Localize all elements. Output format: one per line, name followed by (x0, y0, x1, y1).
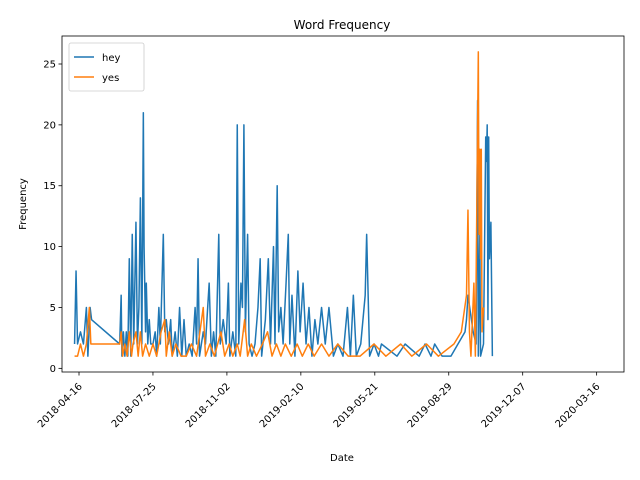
y-tick-label: 15 (43, 181, 56, 192)
y-axis-title: Frequency (18, 178, 29, 230)
plot-frame (61, 35, 625, 373)
y-tick-label: 25 (43, 60, 56, 71)
legend: hey yes (68, 42, 145, 92)
chart-title: Word Frequency (294, 18, 391, 32)
y-tick-label: 20 (43, 120, 56, 131)
series-layer (73, 51, 494, 357)
legend-label-yes: yes (102, 73, 119, 84)
y-tick-label: 5 (50, 303, 56, 314)
y-tick-label: 10 (43, 242, 56, 253)
legend-label-hey: hey (102, 53, 120, 64)
legend-box (68, 42, 145, 92)
y-axis: 0 5 10 15 20 25 (43, 60, 62, 375)
x-axis-title: Date (330, 453, 354, 464)
y-tick-label: 0 (50, 364, 56, 375)
plot-area (61, 35, 625, 373)
series-line-yes (74, 51, 485, 357)
series-line-hey (73, 99, 494, 357)
